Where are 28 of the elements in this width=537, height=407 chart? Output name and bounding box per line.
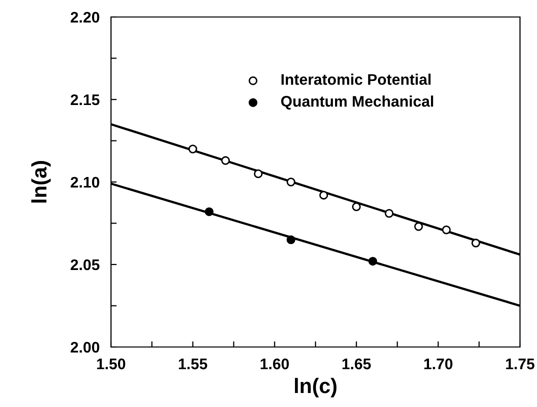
- point: [188, 144, 198, 154]
- point: [286, 178, 296, 186]
- point: [319, 190, 328, 200]
- y-tick-label: 2.10: [70, 176, 100, 188]
- x-axis-title: ln(c): [294, 378, 336, 398]
- point: [352, 202, 361, 212]
- point: [368, 256, 378, 266]
- point: [471, 238, 480, 248]
- y-tick-label: 2.20: [70, 12, 100, 23]
- y-tick-label: 2.00: [70, 342, 100, 353]
- y-tick-label: 2.15: [70, 94, 100, 106]
- point: [254, 169, 263, 178]
- point: [221, 156, 230, 165]
- legend-label: Quantum Mechanical: [281, 96, 434, 110]
- legend-label: Interatomic Potential: [282, 74, 431, 85]
- point: [384, 208, 394, 218]
- x-tick-label: 1.55: [178, 358, 208, 370]
- point: [442, 225, 451, 234]
- y-axis-title: ln(a): [31, 161, 51, 203]
- x-tick-label: 1.70: [424, 358, 452, 370]
- x-tick-label: 1.65: [342, 358, 371, 370]
- y-tick-label: 2.05: [70, 259, 100, 270]
- x-tick-label: 1.50: [97, 358, 126, 370]
- x-tick-label: 1.75: [506, 358, 534, 370]
- x-tick-label: 1.60: [260, 358, 289, 370]
- point: [204, 207, 214, 216]
- point: [286, 235, 296, 244]
- point: [414, 222, 423, 231]
